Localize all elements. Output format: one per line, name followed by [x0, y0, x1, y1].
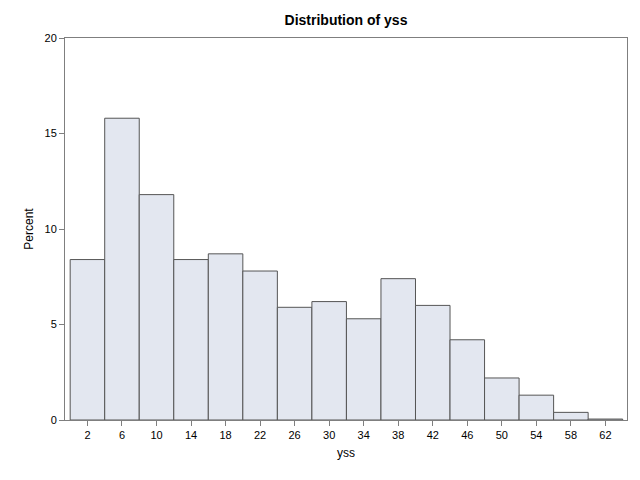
svg-text:26: 26: [289, 429, 301, 441]
svg-text:6: 6: [119, 429, 125, 441]
svg-text:30: 30: [323, 429, 335, 441]
svg-text:62: 62: [599, 429, 611, 441]
svg-text:18: 18: [219, 429, 231, 441]
svg-text:14: 14: [185, 429, 197, 441]
svg-text:58: 58: [565, 429, 577, 441]
svg-text:Percent: Percent: [22, 208, 36, 250]
svg-text:54: 54: [530, 429, 542, 441]
svg-text:Distribution of yss: Distribution of yss: [285, 12, 408, 28]
svg-text:50: 50: [496, 429, 508, 441]
svg-text:2: 2: [84, 429, 90, 441]
svg-text:20: 20: [45, 32, 57, 44]
svg-text:5: 5: [51, 318, 57, 330]
svg-text:0: 0: [51, 414, 57, 426]
svg-text:10: 10: [45, 223, 57, 235]
svg-text:10: 10: [150, 429, 162, 441]
svg-text:34: 34: [358, 429, 370, 441]
svg-text:38: 38: [392, 429, 404, 441]
svg-text:15: 15: [45, 127, 57, 139]
svg-text:yss: yss: [337, 446, 355, 460]
svg-text:42: 42: [427, 429, 439, 441]
svg-text:46: 46: [461, 429, 473, 441]
svg-text:22: 22: [254, 429, 266, 441]
